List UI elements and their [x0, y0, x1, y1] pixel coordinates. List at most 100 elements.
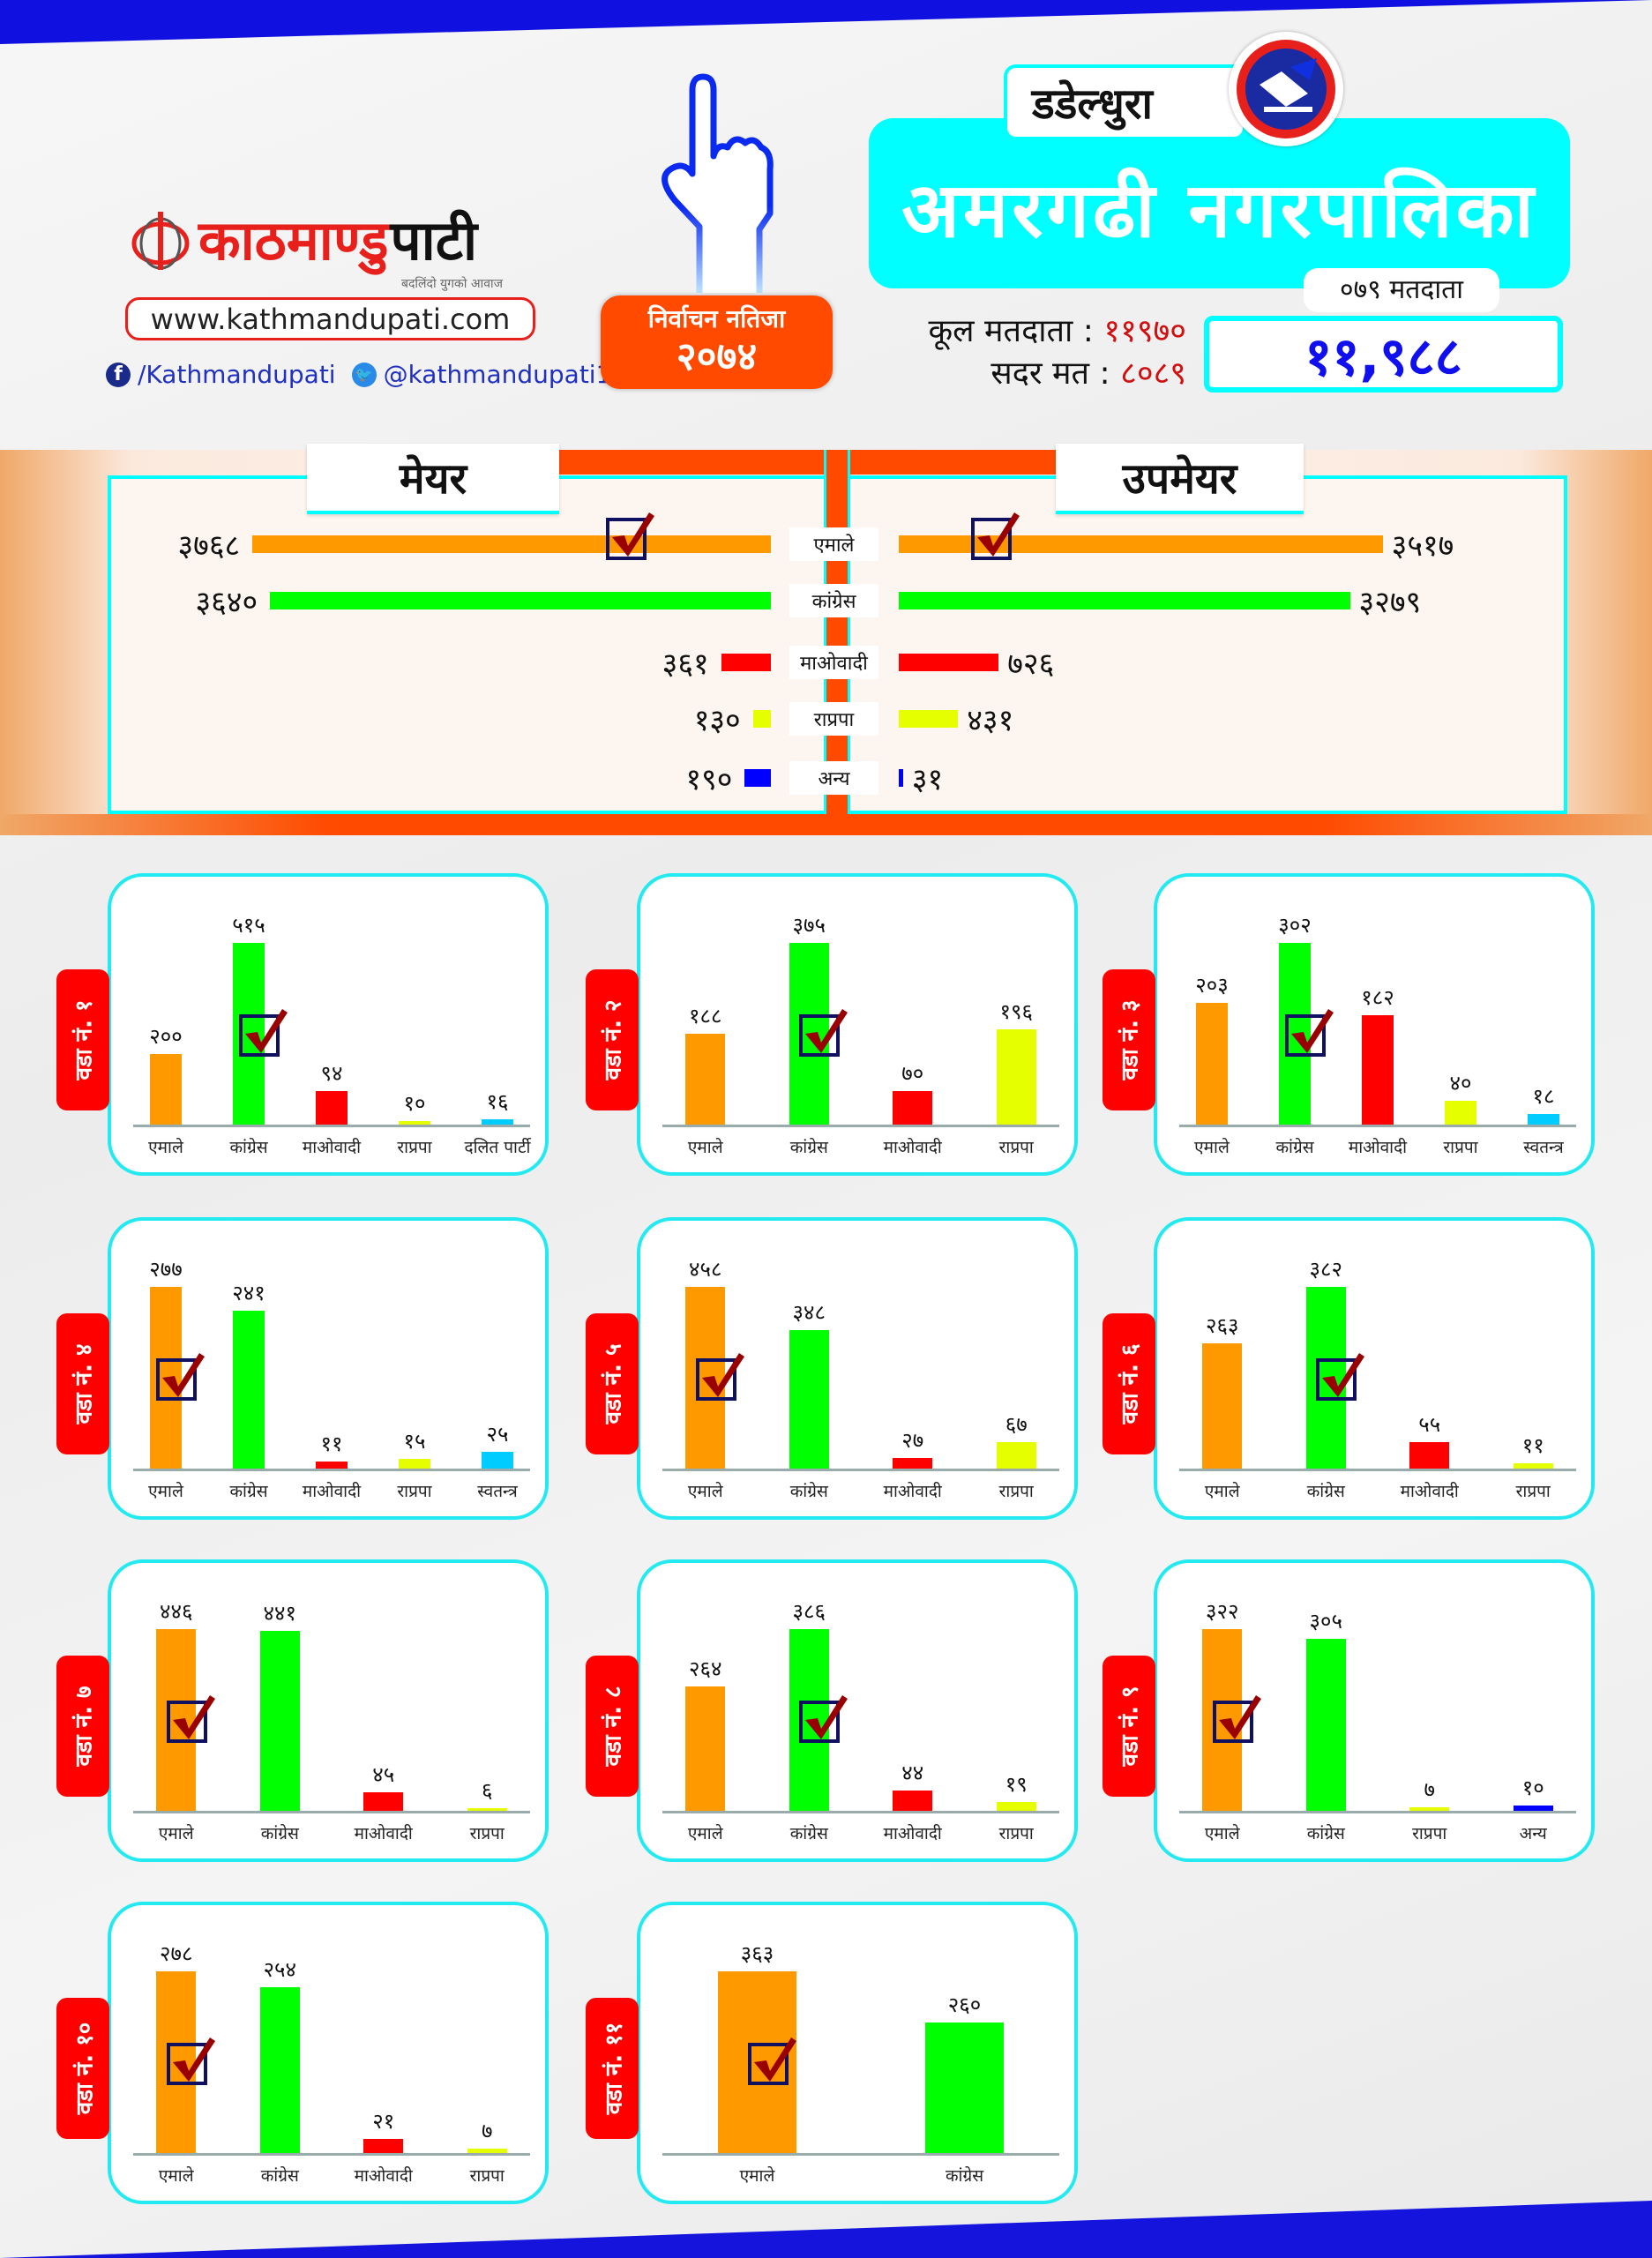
bar-3	[399, 1458, 430, 1469]
bar-2	[316, 1091, 348, 1125]
ward-card: वडा नं. ४ २७७ एमाले २४१ कांग्रेस ११ माओवादी १५ र…	[56, 1217, 549, 1520]
ward-label: वडा नं. ५	[601, 1343, 627, 1424]
bar-value-label: ७	[1424, 1776, 1435, 1802]
ballot-box-icon	[1229, 32, 1343, 146]
logo-text-red: काठमाण्डु	[198, 208, 389, 273]
chart-axis	[662, 1811, 1059, 1813]
category-label: एमाले	[1194, 1138, 1230, 1157]
bar-value-label: १९६	[999, 999, 1033, 1025]
deputy-value-label: ४३१	[967, 703, 1014, 738]
bar-2	[1409, 1806, 1450, 1811]
bar-value-label: ४४	[901, 1760, 924, 1785]
category-label: कांग्रेस	[1306, 1824, 1345, 1843]
mayor-value-label: १९०	[685, 762, 733, 797]
total-voters-value: ११९७०	[1103, 313, 1186, 349]
ward-card: वडा नं. ३ २०३ एमाले ३०२ कांग्रेस १८२ माओवादी ४०…	[1103, 873, 1595, 1176]
category-label: स्वतन्त्र	[477, 1482, 518, 1501]
facebook-link[interactable]: /Kathmandupati	[138, 360, 336, 389]
chart-axis	[662, 1469, 1059, 1471]
bar-value-label: ६	[482, 1778, 493, 1803]
ward-card: वडा नं. ११ ३६३ एमाले २६० कांग्रेस	[586, 1902, 1078, 2204]
category-label: माओवादी	[1400, 1482, 1459, 1501]
bar-value-label: ५५	[1418, 1412, 1441, 1438]
badge-title: निर्वाचन नतिजा	[647, 304, 786, 333]
ward-tab: वडा नं. ६	[1103, 1313, 1155, 1454]
category-label: कांग्रेस	[789, 1824, 828, 1843]
chart-axis	[133, 1811, 530, 1813]
bar-2	[1409, 1442, 1450, 1469]
party-label: माओवादी	[789, 646, 878, 679]
ward-tab: वडा नं. ९	[1103, 1656, 1155, 1797]
winner-check-icon	[238, 1007, 289, 1058]
twitter-link[interactable]: @kathmandupati1	[383, 360, 612, 389]
category-label: एमाले	[1204, 1824, 1240, 1843]
bar-2	[316, 1461, 348, 1469]
deputy-bar-row: ३५१७	[899, 527, 1454, 564]
ward-card: वडा नं. ८ २६४ एमाले ३८६ कांग्रेस ४४ माओवादी १९ र…	[586, 1559, 1078, 1862]
bar-value-label: ३२२	[1206, 1599, 1239, 1624]
bar-value-label: २१	[372, 2109, 395, 2135]
mayor-value-label: ३६१	[662, 647, 709, 682]
category-label: एमाले	[687, 1482, 723, 1501]
bar-value-label: ३८२	[1309, 1257, 1342, 1282]
bar-value-label: ९४	[320, 1061, 343, 1087]
chart-axis	[662, 1125, 1059, 1127]
category-label: माओवादी	[302, 1138, 362, 1157]
winner-check-icon	[1284, 1007, 1335, 1058]
bar-value-label: २७	[901, 1427, 924, 1453]
party-label: अन्य	[789, 761, 878, 795]
category-label: दलित पार्टी	[464, 1138, 531, 1157]
mayor-bar-row: ३७६८	[177, 527, 771, 564]
deputy-bar	[899, 710, 959, 728]
category-label: कांग्रेस	[789, 1138, 828, 1157]
bar-2	[1362, 1014, 1394, 1125]
deputy-bar-row: ७२६	[899, 645, 1055, 682]
mayor-value-label: १३०	[693, 703, 741, 738]
bar-value-label: १५	[403, 1428, 426, 1454]
bar-value-label: २४१	[232, 1280, 265, 1305]
category-label: माओवादी	[883, 1138, 942, 1157]
bar-2	[893, 1090, 933, 1125]
winner-check-icon	[695, 1351, 746, 1402]
category-label: राप्रपा	[998, 1138, 1034, 1157]
party-label: एमाले	[789, 527, 878, 561]
ward-label: वडा नं. १०	[71, 2022, 98, 2115]
chart-axis	[1179, 1469, 1576, 1471]
winner-check-icon	[798, 1694, 849, 1745]
deputy-bar	[899, 654, 999, 671]
ward-card: वडा नं. ६ २६३ एमाले ३८२ कांग्रेस ५५ माओवादी ११ र…	[1103, 1217, 1595, 1520]
category-label: माओवादी	[883, 1482, 942, 1501]
deputy-value-label: ३१	[911, 762, 944, 797]
kathmandupati-logo[interactable]: काठमाण्डु पाटी	[130, 208, 477, 273]
ward-label: वडा नं. २	[601, 999, 627, 1080]
bar-1	[233, 1310, 265, 1469]
category-label: माओवादी	[1348, 1138, 1408, 1157]
category-label: स्वतन्त्र	[1523, 1138, 1564, 1157]
facebook-icon: f	[106, 362, 131, 387]
ward-tab: वडा नं. २	[586, 969, 639, 1110]
bar-value-label: २०३	[1195, 972, 1229, 998]
chart-axis	[133, 1125, 530, 1127]
bar-value-label: ३६३	[740, 1941, 774, 1966]
ward-tab: वडा नं. ४	[56, 1313, 109, 1454]
bar-value-label: ४५८	[689, 1257, 722, 1282]
bar-value-label: ४४१	[263, 1601, 296, 1626]
bar-value-label: ३८६	[792, 1599, 826, 1624]
ward-card: वडा नं. २ १८८ एमाले ३७५ कांग्रेस ७० माओवादी १९६…	[586, 873, 1078, 1176]
deputy-bar	[899, 592, 1350, 609]
mayor-heading: मेयर	[307, 444, 559, 514]
twitter-icon: 🐦	[351, 362, 377, 387]
category-label: कांग्रेस	[789, 1482, 828, 1501]
bar-0	[685, 1033, 726, 1125]
chart-axis	[1179, 1125, 1576, 1127]
website-link[interactable]: www.kathmandupati.com	[125, 297, 535, 340]
bar-value-label: १९	[1005, 1771, 1028, 1797]
deputy-value-label: ७२६	[1007, 647, 1055, 682]
category-label: कांग्रेस	[229, 1482, 268, 1501]
bar-value-label: १०	[1521, 1775, 1544, 1800]
bar-value-label: ४०	[1449, 1070, 1472, 1095]
ward-card: वडा नं. ९ ३२२ एमाले ३०५ कांग्रेस ७ राप्रपा १० अन…	[1103, 1559, 1595, 1862]
bar-value-label: ३७५	[792, 913, 826, 938]
category-label: राप्रपा	[1443, 1138, 1478, 1157]
bar-2	[363, 2139, 404, 2153]
